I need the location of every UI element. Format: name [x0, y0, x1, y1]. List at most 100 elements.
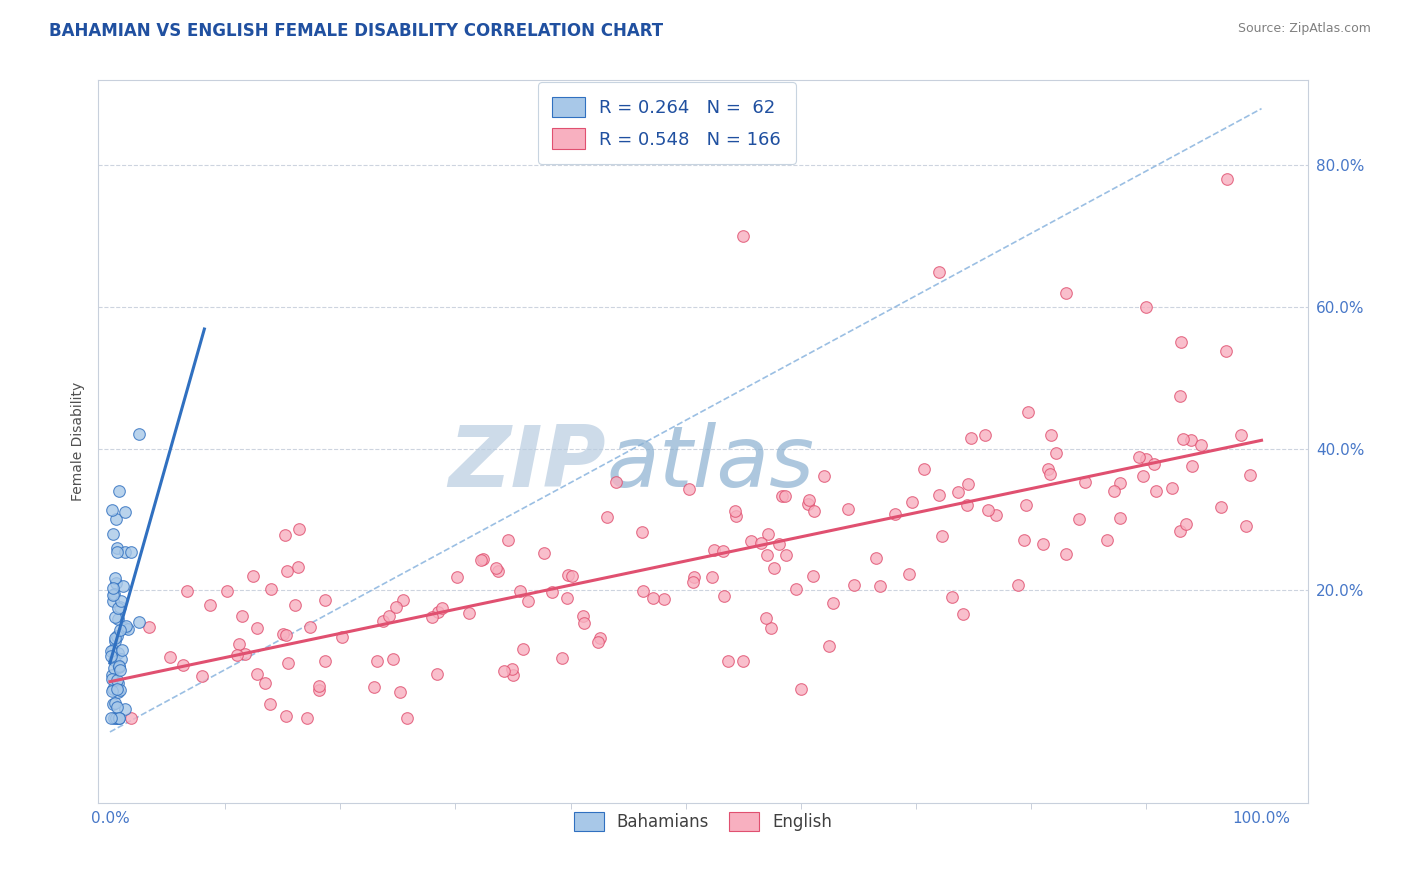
Point [631, 524, 654, 539]
Point [104, 610, 127, 624]
Point [551, 651, 574, 665]
Point [797, 493, 820, 508]
Point [796, 497, 818, 511]
Text: BAHAMIAN VS ENGLISH FEMALE DISABILITY CORRELATION CHART: BAHAMIAN VS ENGLISH FEMALE DISABILITY CO… [49, 22, 664, 40]
Point [276, 565, 298, 579]
Point [273, 528, 295, 542]
Point [271, 626, 294, 640]
Point [842, 578, 865, 592]
Point [103, 526, 125, 541]
Point [422, 610, 444, 624]
Point [641, 591, 664, 605]
Point [588, 634, 610, 648]
Point [260, 582, 283, 596]
Point [231, 609, 253, 624]
Point [470, 552, 492, 566]
Point [1108, 510, 1130, 524]
Point [683, 570, 706, 584]
Point [1104, 483, 1126, 498]
Point [107, 657, 129, 672]
Point [308, 679, 330, 693]
Point [427, 605, 450, 619]
Point [486, 564, 509, 578]
Point [724, 509, 747, 524]
Point [631, 584, 654, 599]
Point [1017, 405, 1039, 419]
Point [101, 683, 124, 698]
Point [984, 508, 1007, 523]
Point [756, 548, 779, 562]
Point [1135, 300, 1157, 314]
Point [1180, 433, 1202, 447]
Point [883, 508, 905, 522]
Point [246, 666, 269, 681]
Point [128, 615, 150, 629]
Point [557, 568, 579, 582]
Point [1069, 512, 1091, 526]
Point [105, 711, 128, 725]
Point [103, 697, 125, 711]
Point [756, 527, 779, 541]
Point [366, 654, 388, 668]
Point [941, 590, 963, 604]
Point [974, 427, 997, 442]
Point [101, 588, 124, 602]
Point [288, 522, 311, 536]
Point [298, 620, 321, 634]
Point [952, 607, 974, 621]
Point [733, 229, 755, 244]
Point [946, 485, 969, 500]
Point [107, 711, 129, 725]
Point [101, 672, 124, 686]
Point [1039, 428, 1062, 442]
Point [678, 482, 700, 496]
Point [104, 512, 127, 526]
Point [740, 534, 762, 549]
Point [114, 702, 136, 716]
Point [105, 541, 128, 555]
Point [1181, 458, 1204, 473]
Point [1174, 516, 1197, 531]
Point [108, 682, 131, 697]
Point [432, 601, 454, 615]
Point [191, 669, 214, 683]
Point [1234, 519, 1257, 533]
Point [172, 657, 194, 672]
Point [501, 662, 523, 676]
Point [233, 647, 256, 661]
Point [931, 529, 953, 543]
Point [104, 649, 127, 664]
Point [912, 462, 935, 476]
Point [1056, 547, 1078, 561]
Point [512, 642, 534, 657]
Point [768, 537, 790, 551]
Point [801, 568, 824, 582]
Point [105, 700, 128, 714]
Point [392, 592, 415, 607]
Point [1239, 468, 1261, 483]
Point [1170, 388, 1192, 402]
Point [957, 477, 980, 491]
Point [108, 664, 131, 678]
Point [1135, 452, 1157, 467]
Point [382, 652, 405, 666]
Point [103, 587, 125, 601]
Point [128, 427, 150, 442]
Point [541, 585, 564, 599]
Point [533, 546, 555, 560]
Point [108, 711, 131, 725]
Point [100, 711, 122, 725]
Point [589, 631, 612, 645]
Point [821, 596, 844, 610]
Point [101, 503, 124, 517]
Point [1215, 343, 1237, 358]
Point [108, 659, 131, 673]
Point [363, 681, 385, 695]
Point [652, 592, 675, 607]
Point [103, 711, 125, 725]
Point [770, 490, 793, 504]
Point [103, 642, 125, 657]
Point [117, 622, 139, 636]
Point [108, 484, 131, 499]
Point [108, 660, 131, 674]
